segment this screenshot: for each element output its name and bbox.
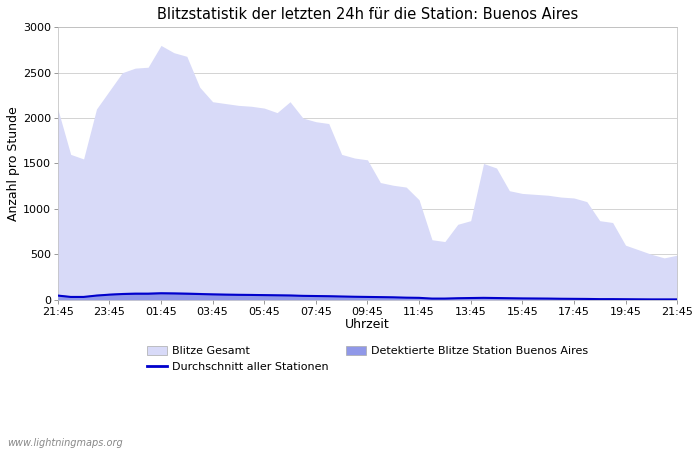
Y-axis label: Anzahl pro Stunde: Anzahl pro Stunde [7, 106, 20, 221]
Text: www.lightningmaps.org: www.lightningmaps.org [7, 438, 122, 448]
X-axis label: Uhrzeit: Uhrzeit [345, 318, 390, 331]
Legend: Blitze Gesamt, Durchschnitt aller Stationen, Detektierte Blitze Station Buenos A: Blitze Gesamt, Durchschnitt aller Statio… [144, 343, 592, 376]
Title: Blitzstatistik der letzten 24h für die Station: Buenos Aires: Blitzstatistik der letzten 24h für die S… [157, 7, 578, 22]
